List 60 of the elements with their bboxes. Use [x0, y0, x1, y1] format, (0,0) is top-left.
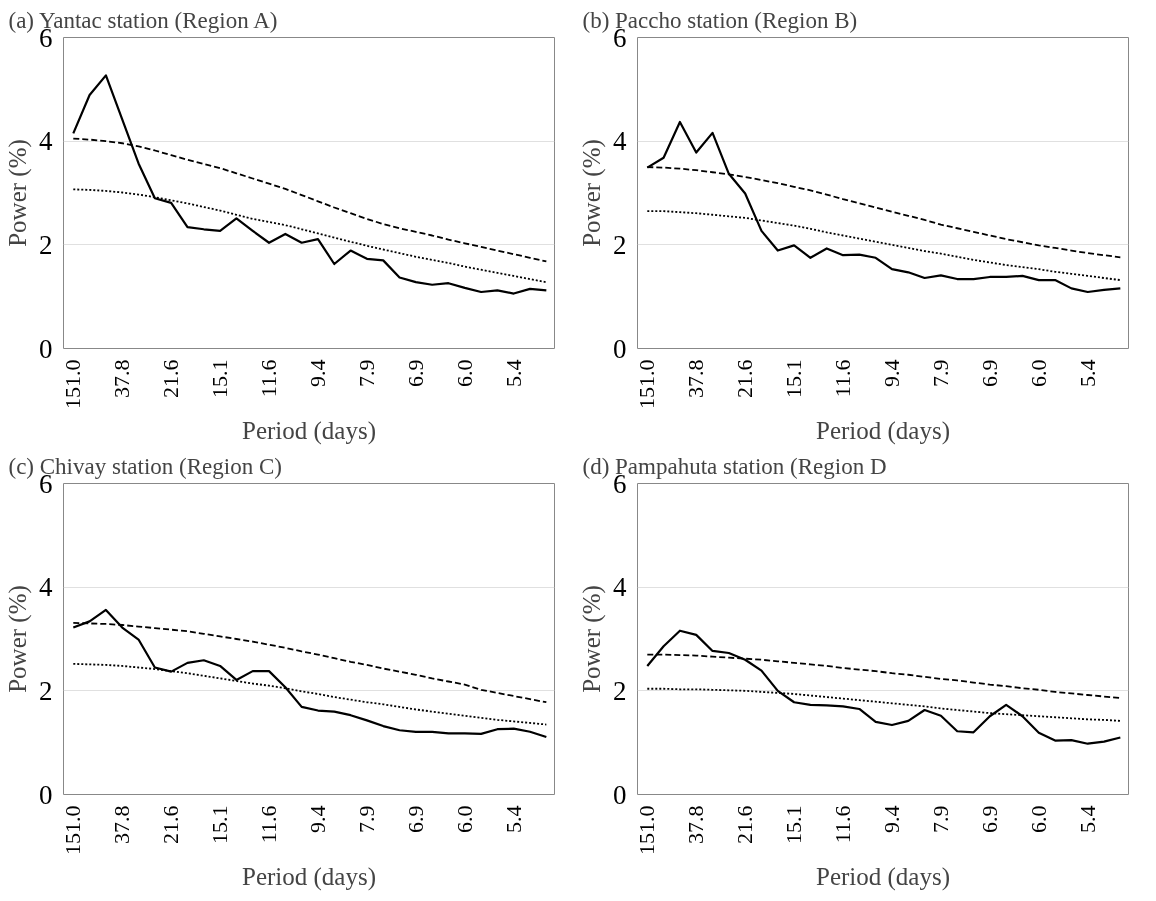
y-tick-label: 4 [613, 126, 627, 157]
x-tick-label: 151.0 [60, 359, 86, 409]
x-tick-label: 11.6 [256, 805, 282, 844]
x-tick-label: 9.4 [878, 359, 904, 387]
x-tick-label: 5.4 [500, 805, 526, 833]
x-tick-label: 15.1 [781, 359, 807, 398]
x-tick-label: 15.1 [207, 359, 233, 398]
y-tick-label: 0 [613, 333, 627, 364]
y-tick-label: 0 [613, 779, 627, 810]
x-tick-label: 7.9 [353, 359, 379, 387]
x-axis-title: Period (days) [242, 863, 376, 891]
x-tick-label: 37.8 [109, 805, 135, 844]
x-tick-label: 37.8 [683, 359, 709, 398]
x-tick-label: 9.4 [878, 805, 904, 833]
x-tick-label: 6.0 [1025, 359, 1051, 387]
x-tick-label: 6.9 [976, 359, 1002, 387]
x-tick-label: 37.8 [683, 805, 709, 844]
x-tick-label: 6.0 [451, 359, 477, 387]
y-axis-title: Power (%) [578, 585, 606, 693]
y-tick-label: 4 [39, 126, 53, 157]
x-tick-label: 11.6 [256, 359, 282, 398]
y-tick-label: 2 [39, 229, 53, 260]
x-tick-label: 6.9 [402, 359, 428, 387]
x-tick-label: 15.1 [207, 805, 233, 844]
x-tick-label: 37.8 [109, 359, 135, 398]
x-tick-label: 9.4 [304, 359, 330, 387]
y-axis-title: Power (%) [4, 585, 32, 693]
x-tick-label: 6.9 [976, 805, 1002, 833]
x-tick-label: 6.0 [1025, 805, 1051, 833]
y-tick-label: 2 [613, 229, 627, 260]
y-tick-label: 0 [39, 779, 53, 810]
x-tick-label: 21.6 [732, 805, 758, 844]
y-tick-label: 2 [39, 675, 53, 706]
x-axis-title: Period (days) [242, 417, 376, 445]
x-tick-label: 151.0 [60, 805, 86, 855]
x-tick-label: 151.0 [634, 359, 660, 409]
y-axis-title: Power (%) [578, 139, 606, 247]
x-tick-label: 7.9 [927, 805, 953, 833]
x-tick-label: 5.4 [500, 359, 526, 387]
x-tick-label: 5.4 [1074, 359, 1100, 387]
y-tick-label: 2 [613, 675, 627, 706]
x-tick-label: 15.1 [781, 805, 807, 844]
y-tick-label: 4 [39, 572, 53, 603]
x-tick-label: 11.6 [830, 805, 856, 844]
x-tick-label: 21.6 [158, 805, 184, 844]
y-tick-label: 0 [39, 333, 53, 364]
x-tick-label: 9.4 [304, 805, 330, 833]
x-tick-label: 11.6 [830, 359, 856, 398]
y-axis-title: Power (%) [4, 139, 32, 247]
x-tick-label: 5.4 [1074, 805, 1100, 833]
x-axis-title: Period (days) [816, 863, 950, 891]
x-tick-label: 7.9 [353, 805, 379, 833]
x-tick-label: 21.6 [732, 359, 758, 398]
x-tick-label: 21.6 [158, 359, 184, 398]
x-tick-label: 7.9 [927, 359, 953, 387]
y-tick-label: 4 [613, 572, 627, 603]
x-tick-label: 151.0 [634, 805, 660, 855]
x-tick-label: 6.0 [451, 805, 477, 833]
x-tick-label: 6.9 [402, 805, 428, 833]
x-axis-title: Period (days) [816, 417, 950, 445]
